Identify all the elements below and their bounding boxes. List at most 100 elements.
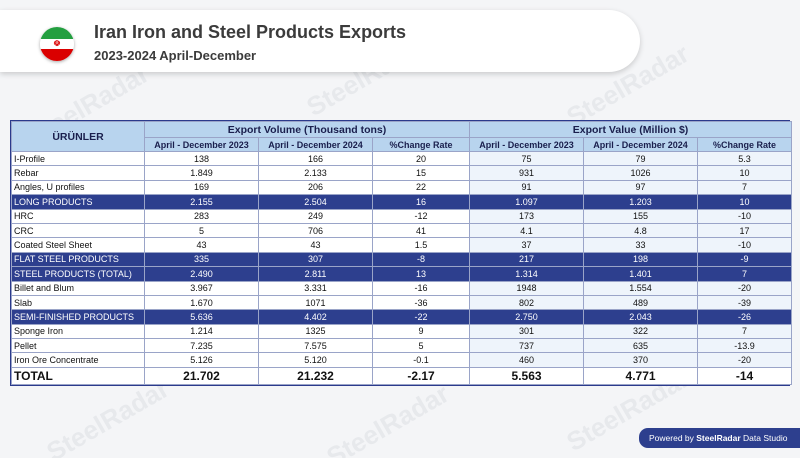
value-cell: -10 [697, 208, 793, 224]
column-header: April - December 2024 [583, 137, 699, 152]
value-cell: 5.563 [469, 366, 585, 385]
export-value-header: Export Value (Million $) [469, 121, 793, 138]
table-row: Angles, U profiles 169 206 22 91 97 7 [11, 179, 793, 196]
value-cell: 43 [258, 237, 373, 253]
value-cell: 21.702 [144, 366, 259, 385]
value-cell: -16 [371, 280, 471, 296]
value-cell: 370 [583, 352, 699, 368]
value-cell: -9 [697, 251, 793, 268]
powered-by-badge: Powered by SteelRadar Data Studio [639, 428, 800, 448]
row-label-cell: CRC [11, 222, 145, 239]
value-cell: 2.133 [258, 165, 373, 181]
value-cell: -13.9 [697, 338, 793, 354]
value-cell: 97 [583, 179, 699, 196]
value-cell: 1.554 [583, 280, 699, 296]
row-label-cell: FLAT STEEL PRODUCTS [11, 251, 145, 268]
value-cell: 1.097 [469, 194, 585, 210]
value-cell: -10 [697, 237, 793, 253]
iran-flag-icon: ☫ [40, 27, 74, 61]
value-cell: 1.849 [144, 165, 259, 181]
value-cell: 307 [258, 251, 373, 268]
value-cell: 7 [697, 179, 793, 196]
powered-prefix: Powered by [649, 433, 697, 443]
row-label-cell: Slab [11, 294, 145, 311]
value-cell: 5 [371, 338, 471, 354]
value-cell: 217 [469, 251, 585, 268]
value-cell: 1948 [469, 280, 585, 296]
value-cell: 75 [469, 150, 585, 167]
value-cell: 1.214 [144, 323, 259, 340]
value-cell: -0.1 [371, 352, 471, 368]
table-row: Coated Steel Sheet 43 43 1.5 37 33 -10 [11, 237, 793, 253]
value-cell: -8 [371, 251, 471, 268]
row-label-cell: Sponge Iron [11, 323, 145, 340]
page-title: Iran Iron and Steel Products Exports [94, 22, 407, 42]
table-row: Slab 1.670 1071 -36 802 489 -39 [11, 294, 793, 311]
row-label-cell: Rebar [11, 165, 145, 181]
value-cell: 5.120 [258, 352, 373, 368]
value-cell: 3.967 [144, 280, 259, 296]
value-cell: 283 [144, 208, 259, 224]
row-label-cell: Billet and Blum [11, 280, 145, 296]
value-cell: 4.771 [583, 366, 699, 385]
value-cell: 706 [258, 222, 373, 239]
value-cell: 7.575 [258, 338, 373, 354]
value-cell: 169 [144, 179, 259, 196]
value-cell: 2.750 [469, 309, 585, 325]
table-row: Rebar 1.849 2.133 15 931 1026 10 [11, 165, 793, 181]
value-cell: 198 [583, 251, 699, 268]
value-cell: 37 [469, 237, 585, 253]
value-cell: -20 [697, 352, 793, 368]
value-cell: 4.402 [258, 309, 373, 325]
column-header: %Change Rate [697, 137, 793, 152]
value-cell: 10 [697, 165, 793, 181]
row-label-cell: STEEL PRODUCTS (TOTAL) [11, 266, 145, 282]
table-row: HRC 283 249 -12 173 155 -10 [11, 208, 793, 224]
value-cell: 5 [144, 222, 259, 239]
value-cell: 2.043 [583, 309, 699, 325]
value-cell: 4.8 [583, 222, 699, 239]
watermark: SteelRadar [321, 378, 454, 458]
summary-row: LONG PRODUCTS 2.155 2.504 16 1.097 1.203 10 [11, 194, 793, 210]
value-cell: -26 [697, 309, 793, 325]
table-body: I-Profile 138 166 20 75 79 5.3 Rebar 1.849 2.133 1… [11, 150, 793, 385]
row-label-cell: I-Profile [11, 150, 145, 167]
value-cell: 79 [583, 150, 699, 167]
row-label-cell: Angles, U profiles [11, 179, 145, 196]
value-cell: 301 [469, 323, 585, 340]
row-label-cell: TOTAL [11, 366, 145, 385]
value-cell: 2.811 [258, 266, 373, 282]
value-cell: 4.1 [469, 222, 585, 239]
value-cell: 20 [371, 150, 471, 167]
value-cell: 322 [583, 323, 699, 340]
value-cell: 737 [469, 338, 585, 354]
row-label-cell: Coated Steel Sheet [11, 237, 145, 253]
value-cell: -39 [697, 294, 793, 311]
value-cell: 931 [469, 165, 585, 181]
row-label-cell: SEMI-FINISHED PRODUCTS [11, 309, 145, 325]
value-cell: 802 [469, 294, 585, 311]
value-cell: 1.670 [144, 294, 259, 311]
value-cell: -36 [371, 294, 471, 311]
value-cell: 7.235 [144, 338, 259, 354]
value-cell: -20 [697, 280, 793, 296]
value-cell: 13 [371, 266, 471, 282]
value-cell: 1325 [258, 323, 373, 340]
value-cell: 17 [697, 222, 793, 239]
value-cell: 21.232 [258, 366, 373, 385]
value-cell: 41 [371, 222, 471, 239]
value-cell: 2.490 [144, 266, 259, 282]
value-cell: 5.3 [697, 150, 793, 167]
value-cell: 5.126 [144, 352, 259, 368]
value-cell: -22 [371, 309, 471, 325]
value-cell: 5.636 [144, 309, 259, 325]
table-row: Iron Ore Concentrate 5.126 5.120 -0.1 460 370… [11, 352, 793, 368]
value-cell: 460 [469, 352, 585, 368]
value-cell: 166 [258, 150, 373, 167]
table-row: Sponge Iron 1.214 1325 9 301 322 7 [11, 323, 793, 340]
value-cell: -2.17 [371, 366, 471, 385]
value-cell: 1.203 [583, 194, 699, 210]
value-cell: 91 [469, 179, 585, 196]
value-cell: 138 [144, 150, 259, 167]
